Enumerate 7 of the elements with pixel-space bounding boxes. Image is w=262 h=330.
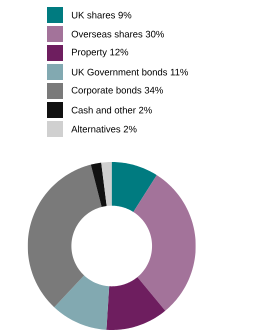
legend-label: Alternatives 2% [71,126,137,132]
legend-label: Corporate bonds 34% [72,86,163,96]
legend-label: Cash and other 2% [72,106,152,114]
legend-label: UK shares 9% [72,12,132,18]
legend-label: Overseas shares 30% [72,30,164,38]
legend-label: Property 12% [72,48,128,58]
legend-label: UK Government bonds 11% [72,68,188,76]
